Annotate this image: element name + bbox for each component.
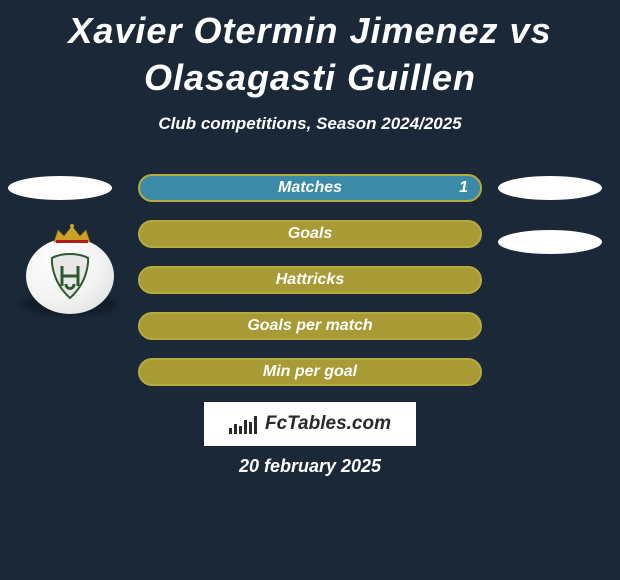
subtitle: Club competitions, Season 2024/2025 <box>0 114 620 134</box>
player-right-placeholder-2 <box>498 230 602 254</box>
bar-label: Goals <box>140 225 480 243</box>
bar-matches: Matches 1 <box>138 174 482 202</box>
bars-chart-icon <box>229 414 259 434</box>
page-title: Xavier Otermin Jimenez vs Olasagasti Gui… <box>0 0 620 106</box>
crown-icon <box>52 224 92 244</box>
bar-label: Min per goal <box>140 363 480 381</box>
bar-label: Hattricks <box>140 271 480 289</box>
player-right-placeholder-1 <box>498 176 602 200</box>
fctables-badge[interactable]: FcTables.com <box>204 402 416 446</box>
club-badge <box>18 226 122 318</box>
bar-min-per-goal: Min per goal <box>138 358 482 386</box>
bar-hattricks: Hattricks <box>138 266 482 294</box>
bar-goals: Goals <box>138 220 482 248</box>
bar-label: Matches <box>140 179 480 197</box>
stats-bars: Matches 1 Goals Hattricks Goals per matc… <box>138 174 482 404</box>
bar-label: Goals per match <box>140 317 480 335</box>
crest-icon <box>48 252 92 300</box>
date-text: 20 february 2025 <box>0 456 620 477</box>
bar-goals-per-match: Goals per match <box>138 312 482 340</box>
fctables-label: FcTables.com <box>265 413 391 435</box>
bar-value: 1 <box>459 179 468 197</box>
player-left-placeholder <box>8 176 112 200</box>
